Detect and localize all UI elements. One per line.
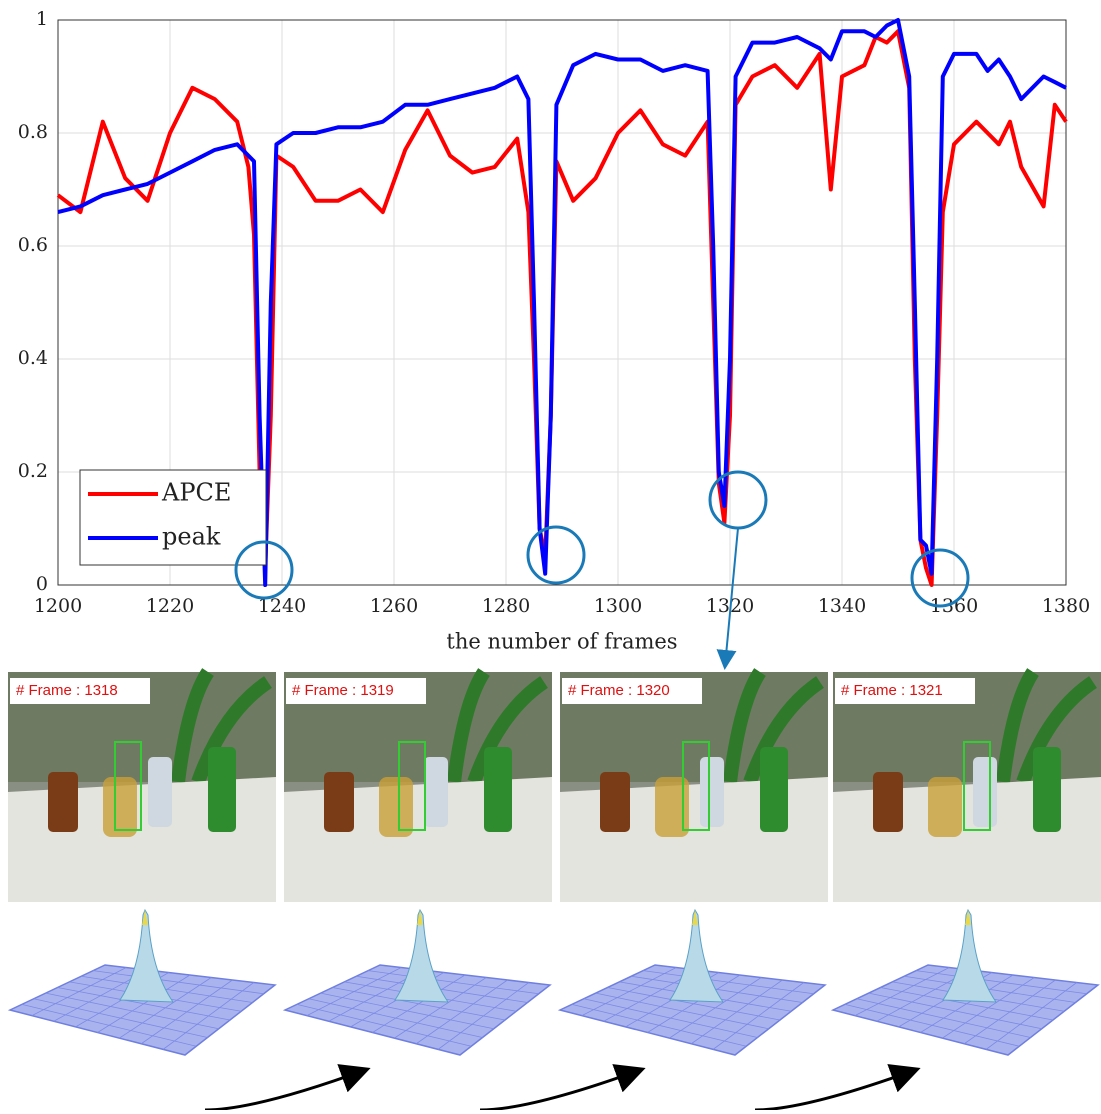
transition-arrow (755, 1070, 915, 1110)
bottle (208, 747, 236, 832)
x-tick-label: 1380 (1042, 595, 1090, 617)
transition-arrow (205, 1070, 365, 1110)
bottle (1033, 747, 1061, 832)
bottle (700, 757, 724, 827)
bottle (873, 772, 903, 832)
frame-image: # Frame : 1319 (284, 672, 552, 902)
y-tick-label: 0.2 (18, 460, 48, 482)
frame-image: # Frame : 1321 (833, 672, 1101, 902)
x-axis-label: the number of frames (446, 630, 677, 654)
frame-label: # Frame : 1320 (568, 682, 670, 699)
frame-image: # Frame : 1318 (8, 672, 276, 902)
y-tick-label: 1 (36, 8, 48, 30)
response-map (285, 910, 550, 1055)
x-tick-label: 1300 (594, 595, 642, 617)
bottle (148, 757, 172, 827)
legend-label: APCE (161, 479, 231, 507)
bottle (48, 772, 78, 832)
bottle (103, 777, 137, 837)
bottle (600, 772, 630, 832)
bottle (484, 747, 512, 832)
x-tick-label: 1280 (482, 595, 530, 617)
x-tick-label: 1220 (146, 595, 194, 617)
y-tick-label: 0.6 (18, 234, 48, 256)
frame-label: # Frame : 1321 (841, 682, 943, 699)
x-tick-label: 1340 (818, 595, 866, 617)
bottle (379, 777, 413, 837)
bottle (324, 772, 354, 832)
y-tick-label: 0.4 (18, 347, 48, 369)
response-map (833, 910, 1098, 1055)
x-tick-label: 1200 (34, 595, 82, 617)
frame-label: # Frame : 1319 (292, 682, 394, 699)
bottle (928, 777, 962, 837)
bottle (973, 757, 997, 827)
y-tick-label: 0 (36, 573, 48, 595)
frame-image: # Frame : 1320 (560, 672, 828, 902)
x-tick-label: 1260 (370, 595, 418, 617)
response-map (10, 910, 275, 1055)
frame-label: # Frame : 1318 (16, 682, 118, 699)
legend-label: peak (162, 523, 221, 551)
bottle (760, 747, 788, 832)
response-map (560, 910, 825, 1055)
bottle (424, 757, 448, 827)
y-tick-label: 0.8 (18, 121, 48, 143)
transition-arrow (480, 1070, 640, 1110)
figure: the number of frames 0 0.2 0.4 0.6 0.8 1 1200 1… (0, 0, 1101, 1110)
legend: APCE peak (80, 470, 266, 565)
